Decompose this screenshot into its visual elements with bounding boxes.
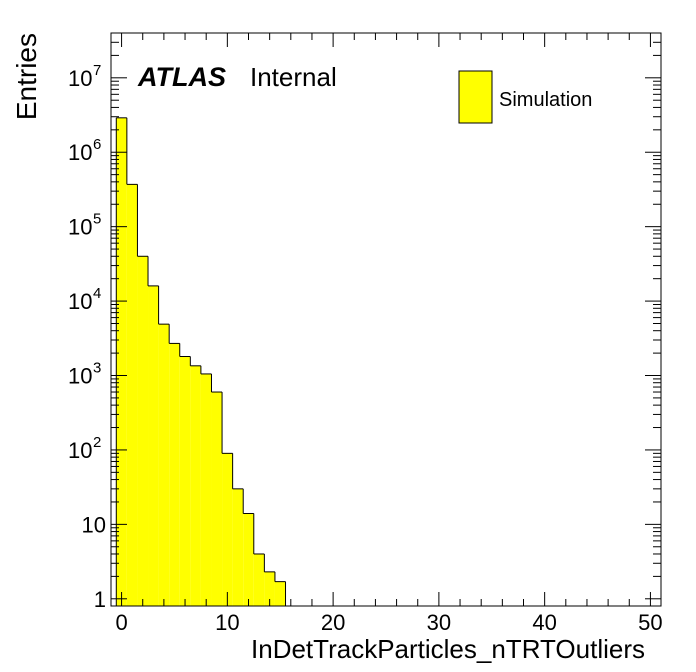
histogram-bar (264, 571, 275, 606)
y-tick-exponent: 3 (93, 360, 101, 377)
histogram-bar (200, 373, 212, 606)
histogram-bar (232, 488, 244, 606)
y-tick-exponent: 4 (93, 285, 101, 302)
x-tick-label: 50 (638, 610, 662, 635)
histogram-bars (115, 117, 287, 607)
y-tick-label: 10 (68, 289, 92, 314)
y-axis-label: Entries (11, 33, 42, 120)
internal-label: Internal (250, 62, 337, 92)
histogram-bar (158, 324, 170, 606)
y-tick-exponent: 7 (93, 62, 101, 79)
y-tick-label: 10 (68, 364, 92, 389)
x-tick-label: 30 (427, 610, 451, 635)
histogram-bar (116, 117, 127, 607)
histogram-bar (222, 453, 233, 606)
y-tick-label: 10 (68, 215, 92, 240)
x-tick-label: 20 (321, 610, 345, 635)
histogram-bar (169, 343, 180, 606)
y-tick-label: 10 (68, 140, 92, 165)
x-tick-label: 0 (115, 610, 127, 635)
y-tick-label: 10 (68, 438, 92, 463)
histogram-bar (243, 513, 254, 606)
histogram-bar (137, 256, 149, 606)
histogram-bar (179, 356, 191, 606)
x-tick-labels: 0 10 20 30 40 50 (115, 610, 662, 635)
x-tick-label: 40 (532, 610, 556, 635)
x-tick-label: 10 (215, 610, 239, 635)
histogram-bar (211, 392, 223, 606)
histogram-bar (148, 285, 159, 606)
x-axis-label: InDetTrackParticles_nTRTOutliers (251, 634, 645, 664)
histogram-bar (126, 184, 138, 606)
histogram-bar (253, 553, 265, 606)
y-tick-exponent: 5 (93, 211, 101, 228)
y-tick-exponent: 6 (93, 136, 101, 153)
y-tick-label: 10 (68, 66, 92, 91)
legend: Simulation (458, 70, 592, 124)
y-tick-label: 1 (94, 587, 106, 612)
histogram-bar (190, 365, 201, 606)
axis-ticks (111, 32, 661, 606)
plot-frame (110, 32, 662, 607)
legend-label: Simulation (499, 89, 592, 111)
atlas-label: ATLAS (137, 62, 226, 92)
histogram-bar (274, 581, 286, 606)
y-tick-exponent: 2 (93, 434, 101, 451)
y-tick-label: 10 (82, 512, 106, 537)
legend-swatch (458, 70, 493, 124)
